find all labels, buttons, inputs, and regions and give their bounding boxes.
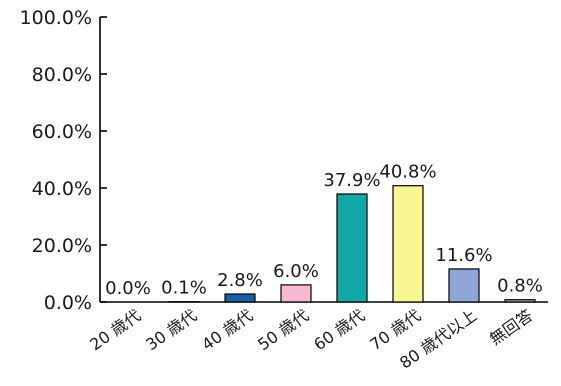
data-label: 0.1% [161, 278, 207, 299]
y-axis: 0.0% 20.0% 40.0% 60.0% 80.0% 100.0% [20, 7, 548, 314]
data-label: 6.0% [273, 261, 319, 282]
data-label: 11.6% [435, 245, 492, 266]
data-labels: 0.0% 0.1% 2.8% 6.0% 37.9%40.8% 11.6%0.8% [105, 162, 543, 299]
bar [224, 293, 256, 303]
data-label: 37.9% [323, 170, 380, 191]
x-tick-label: 無回答 [486, 306, 536, 349]
data-label: 2.8% [217, 270, 263, 291]
y-tick-label: 0.0% [44, 292, 92, 314]
bar [336, 193, 368, 303]
x-tick-label: 30 歳代 [142, 306, 200, 355]
x-tick-label: 40 歳代 [198, 306, 256, 355]
y-tick-label: 80.0% [32, 64, 92, 86]
data-label: 0.8% [497, 276, 543, 297]
bar [280, 284, 312, 303]
bar [504, 299, 536, 303]
y-tick-label: 100.0% [20, 7, 92, 29]
y-tick-label: 20.0% [32, 235, 92, 257]
bar [448, 268, 480, 303]
data-label: 0.0% [105, 278, 151, 299]
data-label: 40.8% [379, 162, 436, 183]
bar [392, 185, 424, 303]
y-tick-label: 40.0% [32, 178, 92, 200]
x-tick-label: 50 歳代 [254, 306, 312, 355]
x-tick-label: 20 歳代 [86, 306, 144, 355]
x-tick-label: 60 歳代 [310, 306, 368, 355]
bars [168, 185, 536, 303]
y-tick-label: 60.0% [32, 121, 92, 143]
